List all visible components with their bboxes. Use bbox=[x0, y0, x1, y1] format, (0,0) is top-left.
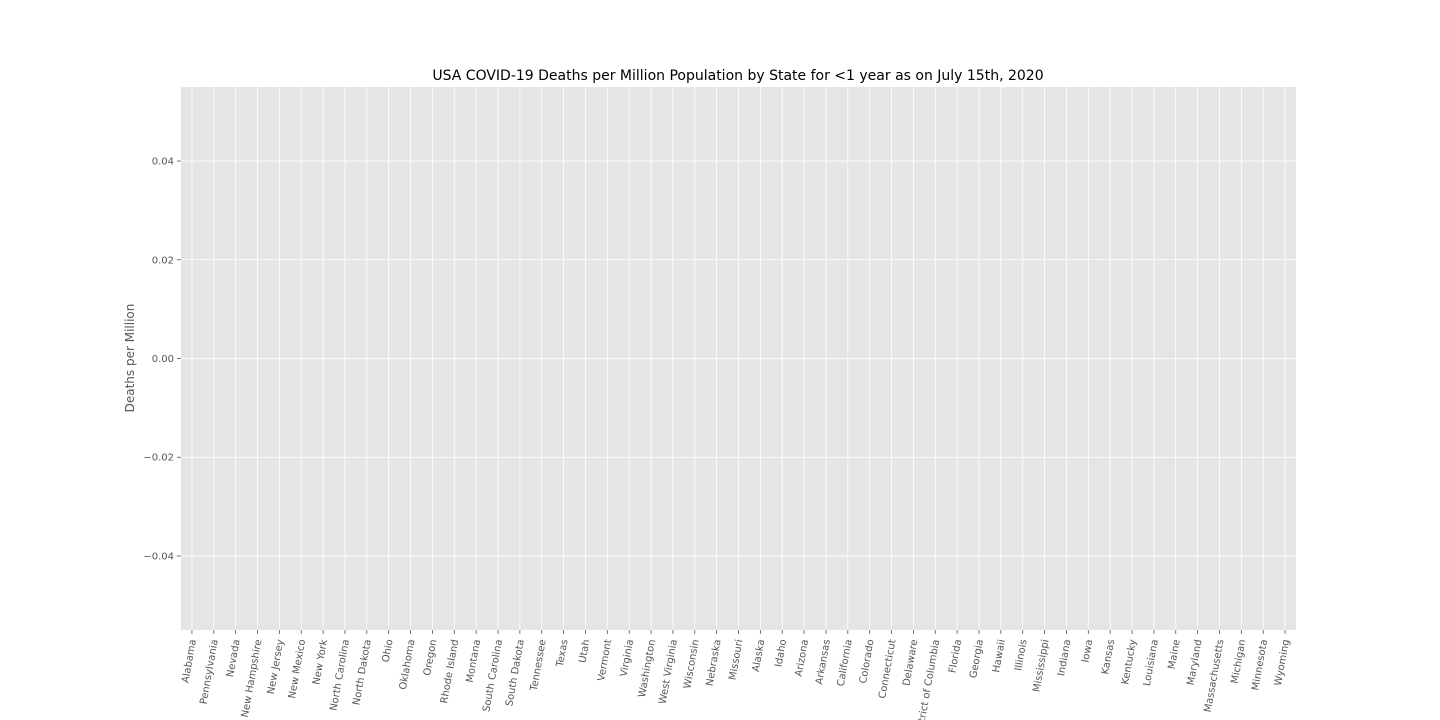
x-tick-label: Maine bbox=[1167, 639, 1183, 670]
x-tick-label: North Carolina bbox=[329, 639, 352, 712]
x-tick-label: Massachusetts bbox=[1203, 639, 1227, 714]
x-tick-label: Minnesota bbox=[1250, 639, 1270, 692]
x-tick-label: Maryland bbox=[1186, 639, 1205, 687]
x-tick-label: Pennsylvania bbox=[199, 639, 221, 706]
x-tick-label: Utah bbox=[577, 639, 592, 664]
x-tick-label: Tennessee bbox=[529, 639, 549, 693]
x-tick-label: Idaho bbox=[774, 639, 790, 668]
x-tick-label: Indiana bbox=[1056, 639, 1073, 677]
x-tick-label: Nebraska bbox=[705, 639, 724, 687]
x-tick-label: Montana bbox=[465, 639, 483, 684]
x-tick-label: Vermont bbox=[596, 639, 614, 683]
x-tick-label: Michigan bbox=[1230, 639, 1249, 685]
x-tick-label: Kansas bbox=[1100, 639, 1117, 676]
x-tick-label: Mississippi bbox=[1031, 639, 1051, 693]
x-tick-label: Rhode Island bbox=[439, 639, 461, 705]
x-tick-label: New York bbox=[311, 638, 330, 685]
y-tick-label: 0.04 bbox=[152, 157, 174, 168]
x-tick-label: Arizona bbox=[794, 639, 811, 678]
x-tick-label: Florida bbox=[947, 639, 964, 674]
grid bbox=[181, 87, 1296, 630]
y-tick-label: −0.04 bbox=[143, 551, 174, 562]
y-tick-label: 0.00 bbox=[152, 354, 174, 365]
y-axis-ticks: 0.04 0.02 0.00 −0.02 −0.04 bbox=[143, 157, 181, 562]
x-tick-label: Wisconsin bbox=[682, 639, 702, 690]
x-tick-label: Hawaii bbox=[991, 639, 1008, 674]
x-tick-label: Arkansas bbox=[814, 639, 833, 686]
x-tick-label: Alaska bbox=[751, 639, 768, 673]
x-tick-label: Iowa bbox=[1080, 639, 1095, 664]
chart-title: USA COVID-19 Deaths per Million Populati… bbox=[432, 68, 1043, 84]
x-tick-label: Connecticut bbox=[877, 639, 898, 700]
x-tick-label: Colorado bbox=[858, 639, 877, 685]
x-tick-label: Washington bbox=[637, 639, 658, 699]
y-tick-label: −0.02 bbox=[143, 453, 174, 464]
x-tick-label: South Carolina bbox=[481, 639, 505, 713]
x-tick-label: New Hampshire bbox=[240, 639, 265, 719]
x-tick-label: Delaware bbox=[901, 639, 920, 687]
x-tick-label: California bbox=[836, 639, 855, 688]
x-tick-label: Ohio bbox=[381, 639, 396, 664]
x-tick-label: Georgia bbox=[968, 639, 986, 680]
x-tick-label: Texas bbox=[555, 639, 571, 669]
x-tick-label: Illinois bbox=[1013, 639, 1029, 672]
x-tick-label: Oklahoma bbox=[398, 639, 418, 691]
x-tick-label: Nevada bbox=[225, 639, 242, 678]
x-tick-label: Virginia bbox=[619, 639, 636, 678]
x-tick-label: North Dakota bbox=[351, 639, 373, 706]
y-axis-label: Deaths per Million bbox=[123, 304, 137, 413]
x-tick-label: Alabama bbox=[180, 639, 198, 684]
x-tick-label: Louisiana bbox=[1142, 639, 1161, 687]
x-tick-label: South Dakota bbox=[504, 639, 527, 708]
x-tick-label: Oregon bbox=[422, 639, 439, 677]
x-tick-label: New Mexico bbox=[287, 639, 308, 700]
x-tick-label: Kentucky bbox=[1120, 639, 1139, 686]
x-tick-label: Wyoming bbox=[1273, 639, 1292, 687]
x-tick-label: New Jersey bbox=[266, 639, 286, 696]
y-tick-label: 0.02 bbox=[152, 255, 174, 266]
x-tick-label: Missouri bbox=[727, 639, 745, 681]
x-tick-label: West Virginia bbox=[658, 639, 680, 705]
